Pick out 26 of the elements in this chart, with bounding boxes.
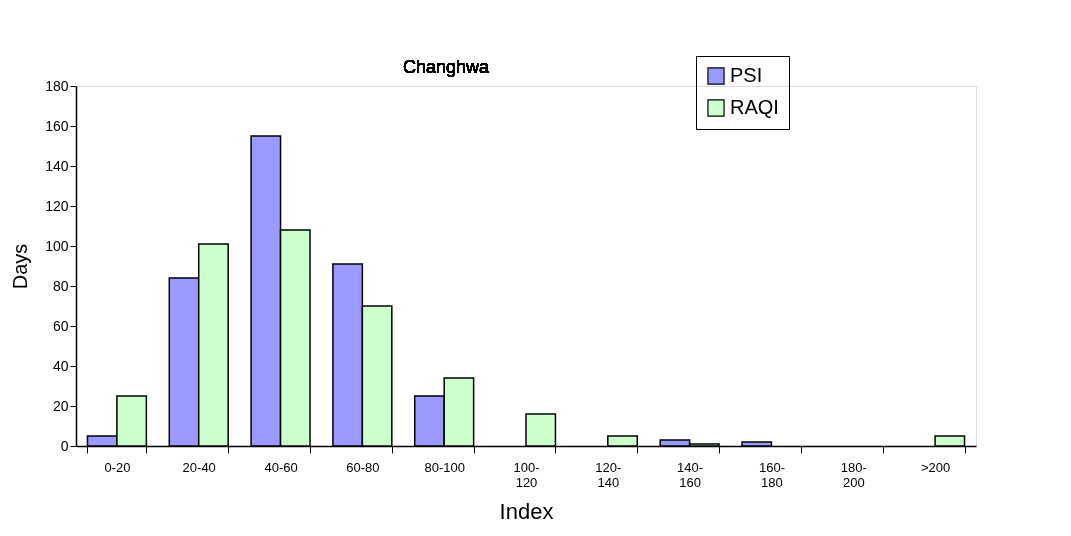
y-tick-label: 180 xyxy=(45,77,69,94)
x-tick-label: 100- 120 xyxy=(513,459,540,490)
legend-label: PSI xyxy=(730,64,763,86)
x-tick-label: 80-100 xyxy=(424,459,465,475)
x-tick-label: 20-40 xyxy=(182,459,216,475)
x-tick-label: 160- 180 xyxy=(758,459,785,490)
x-tick-label: 0-20 xyxy=(104,459,131,475)
x-tick-label: 180- 200 xyxy=(840,459,867,490)
y-tick-label: 60 xyxy=(52,317,69,334)
x-tick-label: 140- 160 xyxy=(677,459,704,490)
y-axis-title: Days xyxy=(9,243,32,290)
y-tick-label: 140 xyxy=(45,157,69,174)
x-tick-label: >200 xyxy=(920,459,951,475)
y-tick-label: 0 xyxy=(60,437,69,454)
x-axis-title: Index xyxy=(499,498,554,524)
y-tick-label: 120 xyxy=(45,197,69,214)
y-tick-label: 40 xyxy=(52,357,69,374)
x-tick-label: 40-60 xyxy=(264,459,298,475)
y-tick-label: 160 xyxy=(45,117,69,134)
y-tick-label: 100 xyxy=(45,237,69,254)
y-tick-label: 20 xyxy=(52,397,69,414)
y-tick-label: 80 xyxy=(52,277,69,294)
chart-title: Changhwa xyxy=(402,57,491,77)
x-tick-label: 60-80 xyxy=(346,459,380,475)
x-tick-label: 120- 140 xyxy=(595,459,622,490)
legend-label: RAQI xyxy=(730,96,779,118)
